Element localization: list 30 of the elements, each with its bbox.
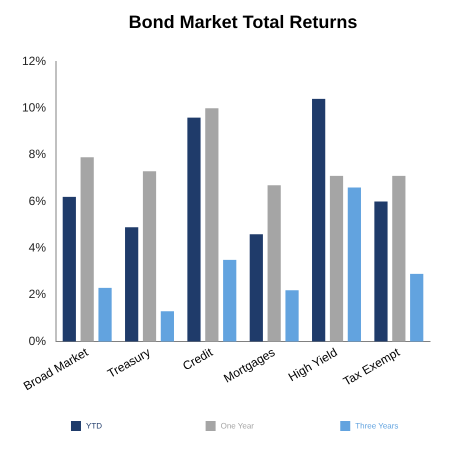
bar (410, 274, 424, 342)
bar (392, 176, 406, 342)
bar (285, 290, 299, 342)
bar (312, 98, 326, 342)
legend-label: Three Years (355, 422, 398, 431)
y-tick-label: 6% (28, 194, 46, 208)
legend-label: One Year (220, 422, 254, 431)
bar (62, 196, 76, 342)
y-tick-label: 0% (28, 334, 46, 348)
y-tick-label: 4% (28, 240, 46, 255)
bar (205, 108, 218, 342)
y-tick-label: 8% (28, 147, 46, 162)
bar (374, 202, 388, 342)
legend-label: YTD (86, 422, 102, 431)
bar (223, 260, 236, 342)
y-tick-label: 12% (22, 54, 46, 68)
bar (125, 227, 138, 342)
bar (268, 185, 281, 342)
bar (348, 188, 361, 342)
bar (98, 288, 112, 342)
bar (80, 157, 94, 342)
y-tick-label: 10% (22, 100, 46, 115)
bar (187, 118, 201, 342)
y-tick-label: 2% (28, 287, 46, 302)
bar (330, 176, 344, 342)
x-tick-label: High Yield (286, 345, 340, 384)
bar (250, 234, 263, 342)
chart-title: Bond Market Total Returns (128, 12, 358, 32)
bar (142, 171, 156, 342)
bar (160, 311, 174, 342)
